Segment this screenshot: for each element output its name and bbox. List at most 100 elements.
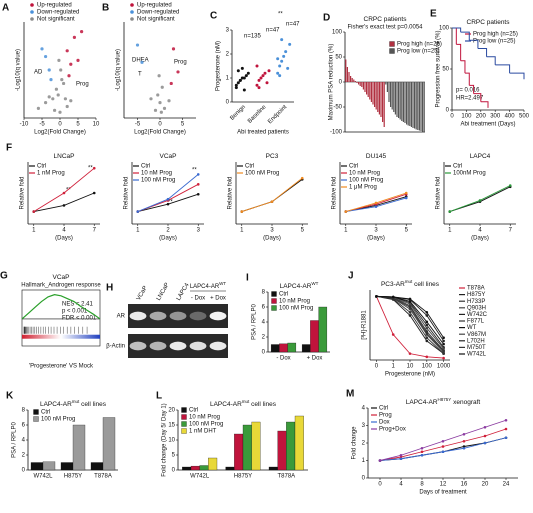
legend-swatch xyxy=(389,48,395,54)
y-tick-label: 10 xyxy=(168,438,175,444)
survival-step xyxy=(486,56,496,65)
panel-title: LAPC4-ARH875Y xenograft xyxy=(406,397,481,406)
panel-letter: K xyxy=(6,391,14,402)
point xyxy=(483,441,487,445)
x-tick-label: 1 xyxy=(136,228,140,234)
point xyxy=(265,81,269,85)
survival-step xyxy=(452,27,462,33)
point xyxy=(442,352,445,355)
x-tick-label: 20 xyxy=(482,482,489,488)
bar xyxy=(90,462,104,471)
x-tick-label: 0 xyxy=(450,114,454,120)
bar xyxy=(418,82,420,131)
title-sup: H875Y xyxy=(438,397,452,402)
legend-label: H875Y xyxy=(467,292,485,298)
point xyxy=(80,30,84,34)
panel-letter: J xyxy=(348,271,354,282)
y-axis-label: -Log10(q value) xyxy=(116,49,122,91)
bar xyxy=(377,82,379,112)
x-tick-label: 400 xyxy=(505,114,516,120)
legend-swatch xyxy=(30,17,34,21)
blot-band xyxy=(129,341,147,351)
x-tick-label: Endpoint xyxy=(267,104,288,125)
point xyxy=(162,106,167,110)
point xyxy=(69,62,73,66)
y-tick-label: 0 xyxy=(446,108,450,114)
point xyxy=(399,453,403,457)
y-tick-label: 8 xyxy=(262,290,266,296)
bar xyxy=(383,82,385,127)
bar xyxy=(423,82,425,132)
x-tick-label: 0 xyxy=(158,122,162,128)
bar xyxy=(225,466,235,471)
point xyxy=(242,88,246,92)
legend-label: 100nM Prog xyxy=(453,171,486,177)
point xyxy=(442,349,445,353)
title-text: LNCaP xyxy=(54,153,75,160)
bar xyxy=(356,82,358,83)
point xyxy=(288,42,292,46)
legend-swatch xyxy=(181,407,187,413)
bar xyxy=(380,82,382,117)
x-tick-label: 4 xyxy=(399,482,403,488)
survival-step xyxy=(469,84,475,94)
bar xyxy=(268,466,278,471)
legend-label: V867M xyxy=(467,332,486,338)
legend-label: Prog high (n=25) xyxy=(397,42,442,48)
point xyxy=(483,434,487,438)
blot-band xyxy=(149,341,167,351)
point xyxy=(442,336,445,340)
legend-label: 10 nM Prog xyxy=(279,299,310,305)
point xyxy=(375,295,378,298)
annotation: T xyxy=(138,72,142,78)
point xyxy=(56,93,60,97)
bar xyxy=(385,82,387,85)
point xyxy=(263,71,267,75)
y-tick-label: 4 xyxy=(22,438,26,444)
bar xyxy=(388,82,390,102)
point xyxy=(425,355,429,359)
x-tick-label: 200 xyxy=(476,114,487,120)
point xyxy=(47,68,51,72)
point xyxy=(408,300,412,303)
point xyxy=(278,64,282,68)
panel-title: VCaP xyxy=(160,153,177,160)
legend-label: 10 nM Prog xyxy=(349,171,380,177)
point xyxy=(408,297,412,301)
legend-label: 100 nM Prog xyxy=(349,178,383,184)
bar xyxy=(420,82,422,131)
point xyxy=(280,59,284,63)
survival-step xyxy=(473,93,482,102)
point xyxy=(44,54,48,59)
legend-label: H733P xyxy=(467,299,485,305)
bar xyxy=(382,82,384,122)
point xyxy=(60,78,64,82)
point xyxy=(441,445,445,448)
bar xyxy=(378,82,380,115)
legend-swatch xyxy=(30,3,34,7)
title-text: CRPC patients xyxy=(467,19,511,26)
blot-band xyxy=(209,341,227,351)
legend-label: Down-regulated xyxy=(37,10,79,16)
point xyxy=(504,436,508,440)
title-text: PC3 xyxy=(266,153,279,160)
panel-title: LAPC4-ARmut cell lines xyxy=(210,399,277,408)
x-tick-label: 1 xyxy=(392,364,396,370)
point xyxy=(240,66,244,70)
x-tick-label: 5 xyxy=(76,122,80,128)
point xyxy=(425,320,429,324)
legend-label: Up-regulated xyxy=(37,3,72,9)
bar xyxy=(410,82,412,127)
point xyxy=(508,184,512,187)
x-axis-label: (Days) xyxy=(367,236,385,242)
legend-label: 100 nM Prog xyxy=(279,306,313,312)
legend-label: Prog+Dox xyxy=(379,427,406,433)
x-tick-label: 100 xyxy=(422,364,433,370)
survival-step xyxy=(464,72,470,86)
legend-label: 100 nM Prog xyxy=(141,178,175,184)
survival-step xyxy=(509,72,525,78)
point xyxy=(425,314,429,317)
panel-letter: G xyxy=(0,271,8,282)
legend-swatch xyxy=(271,298,277,304)
